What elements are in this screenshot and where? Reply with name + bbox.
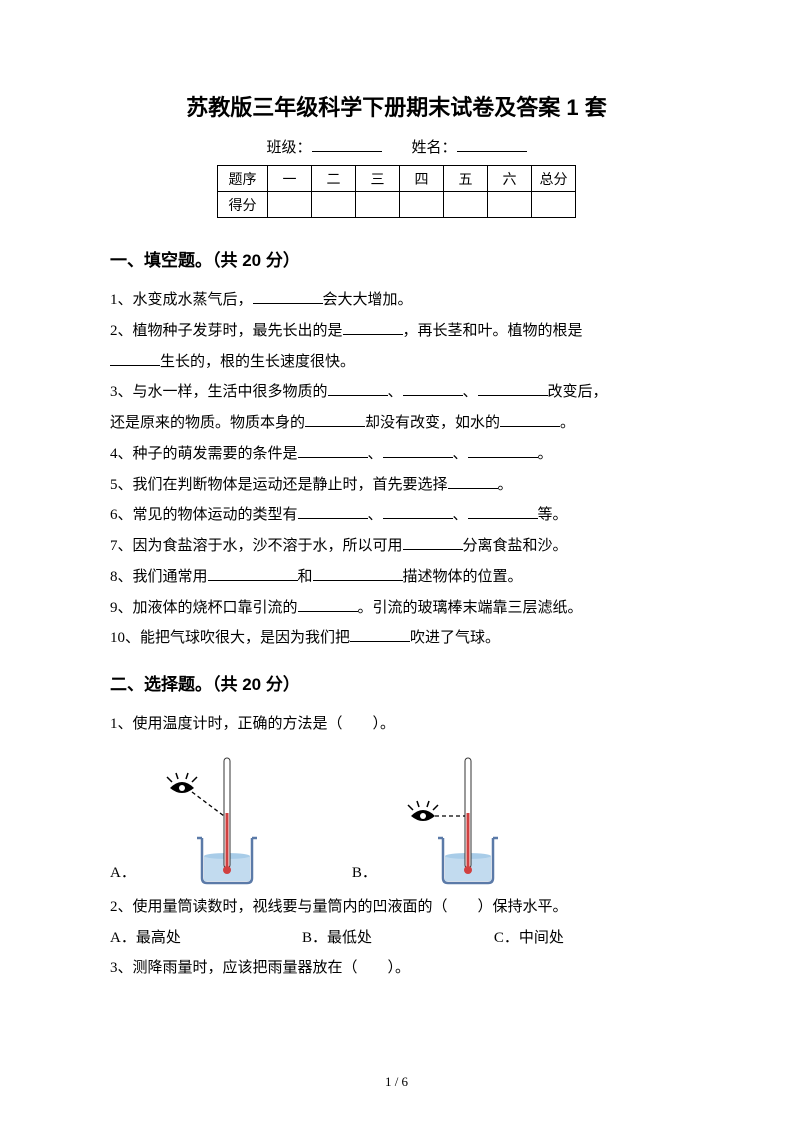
option-a-label: A． — [110, 861, 136, 882]
q-text: 。 — [498, 477, 513, 493]
q-text: 6、常见的物体运动的类型有 — [110, 507, 298, 523]
q-text: 。 — [538, 446, 553, 462]
blank — [253, 290, 323, 304]
name-label: 姓名： — [412, 140, 457, 156]
q-text: 描述物体的位置。 — [403, 569, 523, 585]
q-text: 7、因为食盐溶于水，沙不溶于水，所以可用 — [110, 538, 403, 554]
q-text: 却没有改变，如水的 — [365, 415, 500, 431]
blank — [305, 413, 365, 427]
blank — [343, 321, 403, 335]
q-text: 9、加液体的烧杯口靠引流的 — [110, 600, 298, 616]
q-text: 。 — [560, 415, 575, 431]
cell — [268, 192, 312, 218]
cell: 题序 — [218, 166, 268, 192]
blank — [298, 598, 358, 612]
blank — [403, 382, 463, 396]
option-a: A．最高处 — [110, 923, 299, 954]
cell — [356, 192, 400, 218]
q-text: 3、与水一样，生活中很多物质的 — [110, 384, 328, 400]
cell: 五 — [444, 166, 488, 192]
blank — [298, 444, 368, 458]
q-text: 。引流的玻璃棒末端靠三层滤纸。 — [358, 600, 583, 616]
cell — [488, 192, 532, 218]
section-2-heading: 二、选择题。（共 20 分） — [110, 670, 683, 695]
q-text: 生长的，根的生长速度很快。 — [160, 354, 355, 370]
q-text: 、 — [463, 384, 478, 400]
name-blank — [457, 138, 527, 152]
table-row: 得分 — [218, 192, 576, 218]
q-text: 8、我们通常用 — [110, 569, 208, 585]
q-text: 和 — [298, 569, 313, 585]
student-info-row: 班级： 姓名： — [110, 136, 683, 157]
choice-q1: 1、使用温度计时，正确的方法是（ ）。 — [110, 709, 683, 740]
cell: 得分 — [218, 192, 268, 218]
thermometer-diagram-a — [142, 748, 272, 888]
cell: 总分 — [532, 166, 576, 192]
page-title: 苏教版三年级科学下册期末试卷及答案 1 套 — [110, 90, 683, 122]
cell — [532, 192, 576, 218]
blank — [110, 352, 160, 366]
choice-q2: 2、使用量筒读数时，视线要与量筒内的凹液面的（ ）保持水平。 — [110, 892, 683, 923]
q-text: 会大大增加。 — [323, 292, 413, 308]
option-c: C．中间处 — [494, 923, 683, 954]
q2-options: A．最高处 B．最低处 C．中间处 — [110, 923, 683, 954]
q-text: 分离食盐和沙。 — [463, 538, 568, 554]
blank — [208, 567, 298, 581]
blank — [383, 505, 453, 519]
blank — [383, 444, 453, 458]
cell: 一 — [268, 166, 312, 192]
q-text: 4、种子的萌发需要的条件是 — [110, 446, 298, 462]
q-text: 改变后， — [548, 384, 608, 400]
cell — [312, 192, 356, 218]
q-text: 2、植物种子发芽时，最先长出的是 — [110, 323, 343, 339]
class-blank — [312, 138, 382, 152]
blank — [298, 505, 368, 519]
blank — [468, 505, 538, 519]
blank — [403, 536, 463, 550]
cell — [444, 192, 488, 218]
q-text: 、 — [453, 446, 468, 462]
cell: 六 — [488, 166, 532, 192]
blank — [478, 382, 548, 396]
choice-q3: 3、测降雨量时，应该把雨量器放在（ ）。 — [110, 953, 683, 984]
q-text: 1、水变成水蒸气后， — [110, 292, 253, 308]
fill-questions: 1、水变成水蒸气后， 会大大增加。 2、植物种子发芽时，最先长出的是 ，再长茎和叶。… — [110, 285, 683, 654]
q-text: 5、我们在判断物体是运动还是静止时，首先要选择 — [110, 477, 448, 493]
q-text: 等。 — [538, 507, 568, 523]
class-label: 班级： — [266, 140, 311, 156]
blank — [448, 475, 498, 489]
cell: 四 — [400, 166, 444, 192]
q-text: 、 — [368, 507, 383, 523]
q-text: 、 — [453, 507, 468, 523]
option-b: B．最低处 — [302, 923, 491, 954]
blank — [313, 567, 403, 581]
table-row: 题序 一 二 三 四 五 六 总分 — [218, 166, 576, 192]
q-text: 、 — [368, 446, 383, 462]
q1-options-diagram: A． B． — [110, 748, 683, 888]
blank — [500, 413, 560, 427]
blank — [468, 444, 538, 458]
section-1-heading: 一、填空题。（共 20 分） — [110, 246, 683, 271]
q-text: 、 — [388, 384, 403, 400]
option-b-label: B． — [352, 861, 377, 882]
q-text: 吹进了气球。 — [410, 630, 500, 646]
blank — [350, 628, 410, 642]
page-number: 1 / 6 — [0, 1074, 793, 1090]
cell: 二 — [312, 166, 356, 192]
q-text: 10、能把气球吹很大，是因为我们把 — [110, 630, 350, 646]
thermometer-diagram-b — [383, 748, 513, 888]
cell — [400, 192, 444, 218]
q-text: ，再长茎和叶。植物的根是 — [403, 323, 583, 339]
score-table: 题序 一 二 三 四 五 六 总分 得分 — [217, 165, 576, 218]
cell: 三 — [356, 166, 400, 192]
q-text: 还是原来的物质。物质本身的 — [110, 415, 305, 431]
blank — [328, 382, 388, 396]
